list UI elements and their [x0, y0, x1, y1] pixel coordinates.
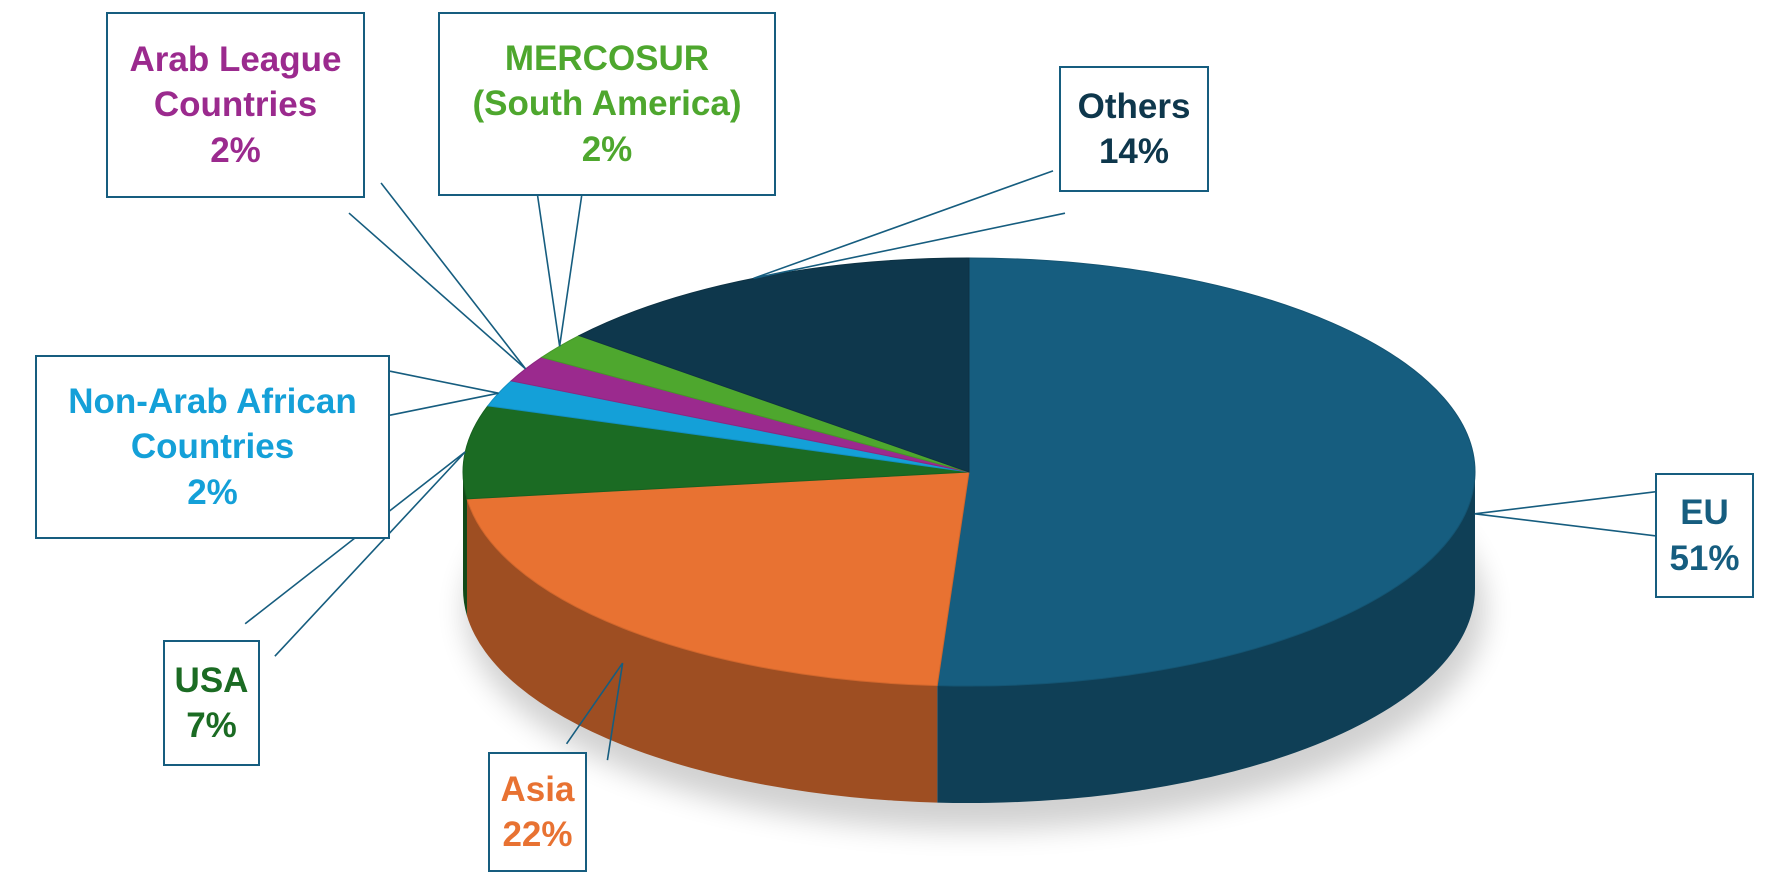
category-label: Non-Arab African Countries	[68, 381, 357, 467]
value-label: 51%	[1669, 538, 1740, 578]
value-label: 7%	[186, 706, 237, 745]
category-label: USA	[174, 660, 249, 700]
value-label: 2%	[187, 472, 238, 512]
callout: Arab League Countries 2%	[106, 12, 365, 198]
callout: USA 7%	[163, 640, 260, 766]
value-label: 22%	[502, 815, 573, 854]
category-label: EU	[1680, 493, 1729, 532]
callout: EU 51%	[1655, 473, 1754, 598]
leader-lines	[244, 170, 1656, 761]
callout: Others 14%	[1059, 66, 1209, 192]
slice	[466, 471, 970, 687]
callout: MERCOSUR (South America) 2%	[438, 12, 776, 196]
slice-side	[466, 498, 938, 803]
leader-line	[389, 370, 499, 417]
callout: Asia 22%	[488, 752, 587, 872]
category-label: Arab League Countries	[129, 39, 342, 125]
pie-sides	[463, 472, 1475, 803]
pie-tops	[462, 257, 1476, 687]
category-label: Others	[1077, 86, 1191, 126]
value-label: 2%	[210, 130, 261, 170]
leader-line	[348, 182, 527, 370]
category-label: MERCOSUR (South America)	[472, 38, 742, 124]
value-label: 14%	[1098, 132, 1170, 171]
category-label: Asia	[500, 769, 575, 809]
leader-line	[536, 195, 583, 347]
slice-side	[937, 472, 1475, 803]
leader-line	[244, 451, 466, 657]
value-label: 2%	[581, 129, 633, 169]
leader-line	[565, 662, 624, 761]
callout: Non-Arab African Countries 2%	[35, 355, 390, 539]
leader-line	[753, 170, 1066, 280]
leader-line	[1474, 491, 1656, 537]
slice-side	[463, 472, 467, 616]
slice	[936, 257, 1476, 687]
